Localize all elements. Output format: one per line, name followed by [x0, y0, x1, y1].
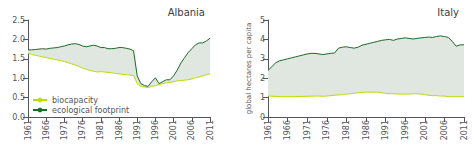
svg-text:Albania: Albania [168, 7, 205, 18]
svg-text:1: 1 [260, 93, 265, 102]
svg-text:biocapacity: biocapacity [52, 96, 98, 105]
svg-text:0.5: 0.5 [12, 93, 25, 102]
svg-text:1971: 1971 [60, 120, 69, 140]
svg-text:0: 0 [259, 112, 265, 122]
svg-text:1971: 1971 [303, 120, 312, 140]
svg-text:2001: 2001 [420, 120, 429, 140]
svg-text:2011: 2011 [460, 120, 469, 140]
svg-text:1991: 1991 [381, 120, 390, 140]
svg-text:1986: 1986 [115, 120, 124, 140]
svg-text:2.5: 2.5 [12, 16, 25, 25]
svg-text:2: 2 [260, 74, 265, 83]
svg-text:1986: 1986 [362, 120, 371, 140]
svg-text:ecological footprint: ecological footprint [52, 106, 129, 115]
svg-text:1996: 1996 [401, 120, 410, 140]
svg-text:2.0: 2.0 [12, 35, 25, 44]
svg-text:1996: 1996 [151, 120, 160, 140]
svg-text:5: 5 [260, 16, 265, 25]
svg-text:1.0: 1.0 [12, 74, 25, 83]
svg-text:1.5: 1.5 [12, 54, 25, 63]
svg-text:1991: 1991 [133, 120, 142, 140]
svg-text:2006: 2006 [187, 120, 196, 140]
svg-text:1966: 1966 [283, 120, 292, 140]
svg-text:0.0: 0.0 [12, 112, 25, 122]
svg-text:1961: 1961 [264, 120, 273, 140]
svg-text:Italy: Italy [437, 7, 459, 18]
svg-text:1976: 1976 [78, 120, 87, 140]
svg-text:4: 4 [260, 35, 265, 44]
svg-text:1981: 1981 [342, 120, 351, 140]
svg-text:1981: 1981 [96, 120, 105, 140]
svg-text:3: 3 [260, 54, 265, 63]
svg-text:global hectares per capita: global hectares per capita [245, 23, 253, 115]
svg-text:2011: 2011 [206, 120, 215, 140]
svg-text:2006: 2006 [440, 120, 449, 140]
svg-text:1961: 1961 [24, 120, 33, 140]
svg-text:1966: 1966 [42, 120, 51, 140]
svg-text:2001: 2001 [169, 120, 178, 140]
svg-text:1976: 1976 [322, 120, 331, 140]
